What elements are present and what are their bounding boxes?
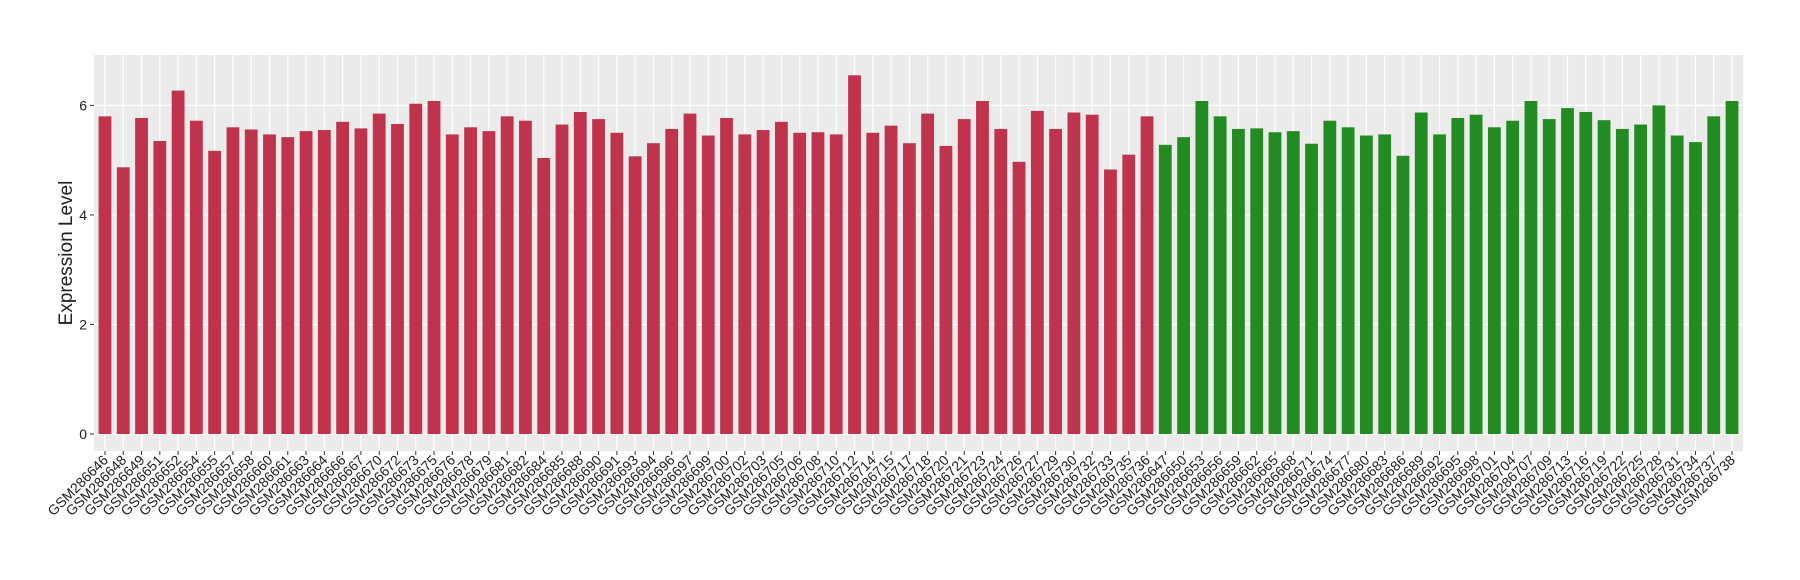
bar [1579, 111, 1593, 435]
bar [701, 135, 715, 435]
bar [1652, 105, 1666, 435]
y-axis-title: Expression Level [56, 181, 77, 326]
bar [1670, 135, 1684, 435]
bar [226, 127, 240, 435]
bar [1030, 110, 1044, 435]
bar [153, 140, 167, 435]
bar [976, 101, 989, 435]
bar [336, 121, 350, 435]
bar [647, 143, 660, 435]
bar [902, 143, 916, 435]
bar [1506, 120, 1520, 435]
bar [793, 132, 807, 435]
bar [1286, 131, 1300, 435]
bar [244, 129, 258, 435]
bar [1451, 117, 1465, 435]
bar [1360, 135, 1373, 435]
bar [519, 120, 532, 435]
bar [592, 119, 605, 435]
bar [829, 134, 843, 435]
bar [994, 128, 1008, 435]
bar [811, 132, 825, 435]
bar [756, 130, 770, 435]
bar [1433, 134, 1446, 435]
bar [665, 128, 679, 435]
bar [1396, 155, 1410, 435]
bar [1524, 101, 1538, 435]
bar [1378, 134, 1392, 435]
bar [1213, 116, 1227, 435]
bar [939, 145, 953, 435]
bar [98, 116, 112, 435]
bar [573, 111, 587, 435]
bar [1049, 128, 1063, 435]
bar [848, 75, 861, 435]
y-tick-label: 0 [79, 426, 87, 442]
bar [1323, 120, 1337, 435]
bar [610, 132, 624, 435]
bar [628, 156, 642, 435]
bar [116, 167, 130, 435]
bar [299, 131, 313, 435]
panel [94, 55, 1743, 451]
bar [354, 128, 368, 435]
bar [427, 101, 441, 435]
bar [171, 90, 185, 435]
bar [391, 124, 404, 435]
bar [1067, 112, 1081, 435]
bar [1268, 132, 1282, 435]
bar [1104, 169, 1117, 435]
bar [500, 116, 514, 435]
bar [1341, 127, 1355, 435]
bar [866, 132, 880, 435]
bar [1177, 137, 1190, 435]
bar [1195, 101, 1209, 435]
bar [445, 134, 459, 435]
bar [1232, 128, 1245, 435]
bar [1012, 161, 1026, 435]
bar [1725, 101, 1739, 435]
bar [1487, 127, 1501, 435]
bar [921, 113, 935, 435]
bar [409, 103, 423, 435]
bar [208, 150, 222, 435]
bar [135, 117, 148, 435]
bar [555, 124, 569, 435]
bar [1085, 114, 1099, 435]
bar [738, 134, 752, 435]
bar [1305, 143, 1318, 435]
bar [372, 113, 386, 435]
bar [1634, 124, 1648, 435]
bar [1140, 116, 1154, 435]
bar [1158, 144, 1172, 435]
bar [464, 127, 477, 435]
bar [189, 120, 203, 435]
y-tick-label: 2 [79, 316, 87, 332]
bar [1707, 116, 1721, 435]
bar [1542, 119, 1556, 435]
bar [720, 117, 733, 435]
bar [1689, 142, 1702, 435]
bar [683, 113, 697, 435]
y-tick-label: 4 [79, 207, 87, 223]
bar [1597, 120, 1611, 435]
bar [1469, 114, 1483, 435]
y-tick-label: 6 [79, 97, 87, 113]
bar [1561, 108, 1574, 435]
bar [884, 125, 898, 435]
bar [317, 130, 331, 435]
bar [1615, 128, 1629, 435]
bar [1414, 112, 1428, 435]
bar [281, 137, 295, 435]
bar [957, 119, 971, 435]
bar [774, 121, 788, 435]
bar [1122, 154, 1136, 435]
bar [263, 134, 276, 435]
bar [1250, 128, 1264, 435]
bar [537, 157, 551, 435]
bar [482, 131, 496, 435]
